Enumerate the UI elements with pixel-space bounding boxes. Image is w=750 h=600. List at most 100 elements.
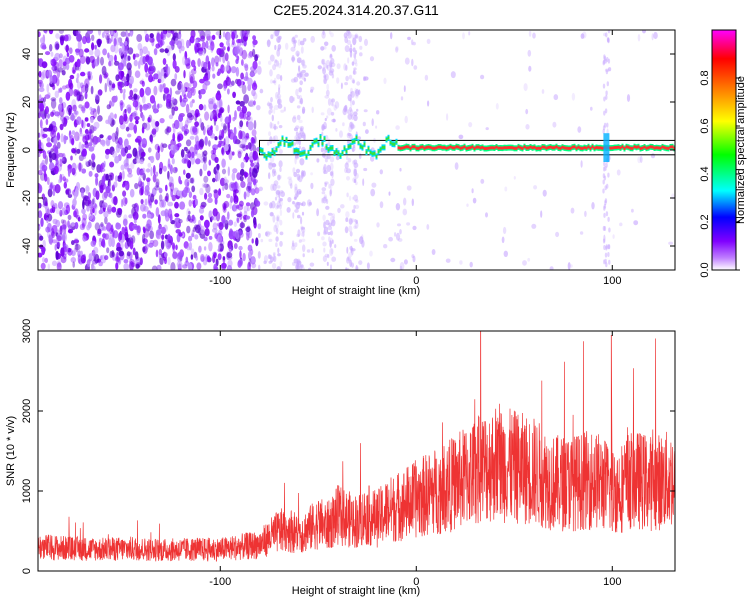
heatmap-noise-cell — [220, 262, 227, 270]
heatmap-noise-cell — [75, 77, 79, 84]
heatmap-noise-cell — [236, 217, 239, 222]
heatmap-faint-cell — [502, 226, 507, 235]
heatmap-faint-cell — [297, 39, 301, 46]
signal-core-cell — [411, 145, 414, 149]
signal-core-cell — [317, 142, 320, 146]
signal-core-cell — [545, 146, 548, 150]
heatmap-noise-cell — [253, 119, 257, 130]
heatmap-faint-cell — [301, 201, 306, 207]
signal-core-cell — [335, 149, 338, 153]
heatmap-faint-cell — [274, 221, 279, 230]
heatmap-noise-cell — [66, 52, 70, 57]
signal-core-cell — [379, 148, 382, 152]
heatmap-faint-cell — [454, 162, 459, 170]
heatmap-faint-cell — [351, 209, 356, 214]
heatmap-noise-cell — [65, 91, 71, 101]
signal-core-cell — [381, 145, 384, 149]
heatmap-noise-cell — [103, 210, 109, 218]
heatmap-noise-cell — [232, 168, 238, 174]
heatmap-noise-cell — [81, 168, 87, 174]
heatmap-noise-cell — [166, 93, 172, 104]
heatmap-faint-cell — [274, 196, 278, 201]
heatmap-noise-cell — [119, 172, 122, 179]
signal-core-cell — [397, 146, 400, 150]
heatmap-faint-cell — [388, 236, 393, 242]
heatmap-noise-cell — [84, 91, 88, 100]
heatmap-faint-cell — [273, 126, 279, 130]
heatmap-noise-cell — [233, 30, 237, 36]
signal-core-cell — [619, 146, 622, 150]
signal-core-cell — [419, 145, 422, 149]
heatmap-faint-cell — [322, 241, 327, 247]
heatmap-faint-cell — [295, 50, 300, 57]
heatmap-faint-cell — [272, 183, 277, 191]
heatmap-faint-cell — [301, 226, 305, 230]
heatmap-noise-cell — [71, 162, 77, 173]
heatmap-noise-cell — [258, 233, 261, 238]
heatmap-faint-cell — [445, 258, 451, 263]
signal-core-cell — [561, 145, 564, 149]
heatmap-faint-cell — [335, 155, 340, 161]
heatmap-noise-cell — [193, 126, 199, 136]
heatmap-noise-cell — [65, 63, 70, 71]
heatmap-faint-cell — [345, 267, 348, 270]
heatmap-faint-cell — [268, 60, 272, 65]
heatmap-noise-cell — [63, 34, 69, 42]
signal-core-cell — [469, 146, 472, 150]
heatmap-noise-cell — [108, 204, 112, 210]
heatmap-faint-cell — [292, 97, 296, 102]
heatmap-noise-cell — [49, 162, 55, 172]
heatmap-noise-cell — [139, 257, 143, 266]
heatmap-noise-cell — [101, 65, 107, 76]
heatmap-faint-cell — [310, 35, 316, 43]
heatmap-faint-cell — [323, 194, 327, 199]
signal-core-cell — [289, 143, 292, 147]
heatmap-faint-cell — [337, 207, 341, 214]
heatmap-faint-cell — [277, 247, 280, 254]
heatmap-noise-cell — [38, 111, 43, 117]
heatmap-faint-cell — [347, 256, 352, 261]
heatmap-noise-cell — [81, 148, 87, 157]
heatmap-noise-cell — [59, 158, 63, 167]
heatmap-noise-cell — [94, 173, 99, 178]
heatmap-artifact-cell — [604, 165, 607, 171]
heatmap-artifact-cell — [603, 110, 606, 116]
heatmap-noise-cell — [62, 176, 66, 182]
heatmap-noise-cell — [250, 66, 256, 72]
y-tick-label: 1000 — [21, 479, 33, 503]
heatmap-noise-cell — [111, 150, 118, 158]
heatmap-noise-cell — [142, 233, 146, 244]
heatmap-noise-cell — [58, 59, 63, 68]
heatmap-noise-cell — [70, 222, 76, 227]
heatmap-noise-cell — [55, 43, 60, 50]
heatmap-faint-cell — [268, 162, 273, 170]
heatmap-noise-cell — [118, 250, 125, 257]
heatmap-artifact-cell — [607, 30, 611, 34]
heatmap-faint-cell — [340, 82, 343, 90]
heatmap-noise-cell — [185, 256, 189, 263]
heatmap-faint-cell — [330, 64, 333, 68]
heatmap-noise-cell — [201, 182, 208, 189]
heatmap-noise-cell — [245, 202, 251, 207]
heatmap-noise-cell — [54, 52, 61, 61]
heatmap-noise-cell — [45, 201, 48, 207]
heatmap-faint-cell — [280, 109, 285, 113]
heatmap-noise-cell — [228, 150, 233, 161]
heatmap-faint-cell — [346, 30, 350, 34]
heatmap-noise-cell — [202, 156, 206, 162]
heatmap-noise-cell — [79, 131, 83, 137]
heatmap-noise-cell — [167, 66, 171, 76]
heatmap-noise-cell — [218, 47, 224, 55]
heatmap-noise-cell — [81, 105, 86, 114]
heatmap-noise-cell — [75, 243, 79, 253]
x-tick-label: 100 — [603, 275, 621, 287]
heatmap-faint-cell — [272, 252, 276, 256]
heatmap-faint-cell — [395, 125, 400, 130]
heatmap-noise-cell — [92, 108, 97, 119]
heatmap-noise-cell — [200, 35, 205, 42]
heatmap-artifact-cell — [607, 38, 610, 44]
heatmap-noise-cell — [221, 147, 224, 155]
heatmap-noise-cell — [174, 220, 177, 229]
signal-core-cell — [655, 146, 658, 150]
heatmap-faint-cell — [296, 114, 301, 121]
